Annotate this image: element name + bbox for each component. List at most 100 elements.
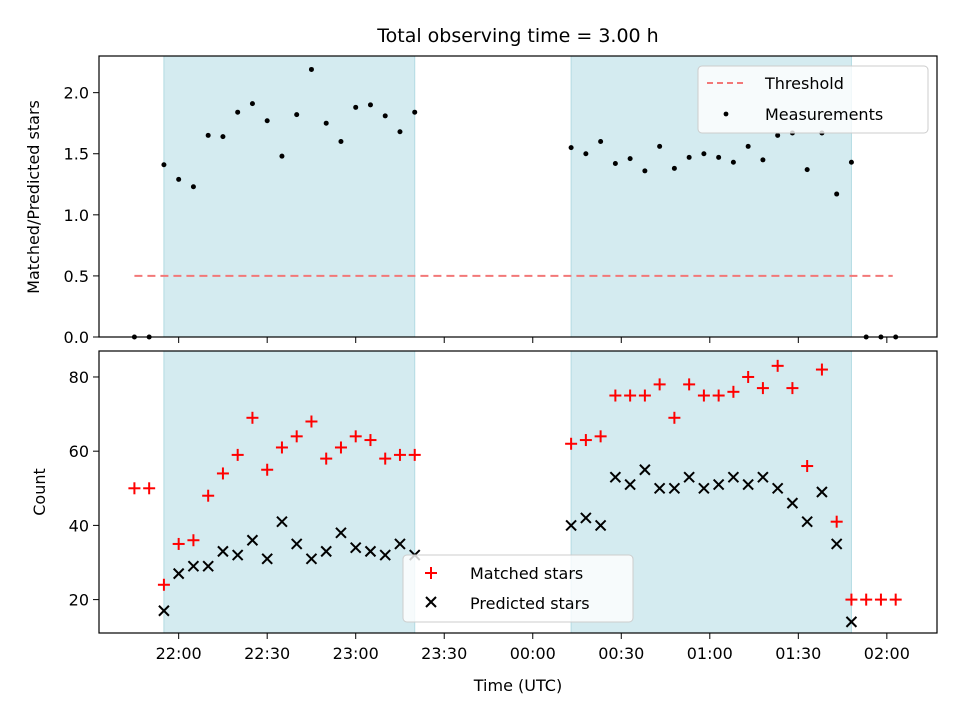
matched-stars-point — [157, 578, 170, 591]
predicted-stars-point — [712, 478, 725, 491]
top-panel: 0.00.51.01.52.0 Matched/Predicted stars … — [24, 55, 938, 347]
predicted-stars-point — [335, 527, 347, 539]
top-axes-frame — [98, 55, 938, 338]
matched-stars-point — [187, 534, 200, 547]
measurements-point — [598, 139, 604, 145]
matched-stars-point — [801, 460, 814, 473]
matched-stars-point — [393, 448, 406, 461]
measurements-point — [642, 168, 648, 174]
matched-stars-point — [202, 489, 215, 502]
measurements-point — [804, 167, 810, 173]
matched-stars-point — [290, 430, 303, 443]
matched-stars-point — [246, 411, 259, 424]
predicted-stars-point — [683, 471, 695, 483]
x-tick-label: 23:00 — [333, 644, 379, 663]
matched-stars-point — [845, 593, 858, 606]
measurements-point — [657, 143, 663, 149]
bottom-x-ticks: 22:00 22:30 23:00 23:30 00:00 00:30 01:00 01:30… — [156, 633, 910, 663]
bottom-y-ticks: 20 40 60 80 — [69, 368, 99, 610]
predicted-stars-point — [394, 538, 406, 550]
predicted-stars-point — [801, 515, 813, 528]
matched-stars-point — [565, 437, 578, 450]
predicted-stars-point — [158, 605, 170, 617]
predicted-stars-point — [727, 471, 740, 483]
predicted-stars-point — [231, 549, 244, 561]
measurements-point — [294, 112, 300, 118]
predicted-stars-point — [320, 545, 332, 558]
predicted-stars-point — [246, 534, 259, 546]
x-tick-label: 22:00 — [156, 644, 202, 663]
measurements-point — [220, 134, 226, 140]
matched-stars-point — [216, 467, 229, 480]
x-axis-label: Time (UTC) — [473, 676, 562, 695]
matched-stars-point — [334, 441, 347, 454]
matched-stars-point — [594, 430, 607, 443]
y-tick-label: 1.0 — [64, 206, 89, 225]
matched-legend-label: Matched stars — [470, 564, 583, 583]
predicted-stars-point — [305, 553, 318, 565]
matched-stars-point — [786, 382, 799, 395]
shaded-region-1 — [163, 351, 415, 633]
matched-stars-point — [408, 448, 421, 461]
matched-stars-point — [727, 385, 740, 398]
measurements-point — [834, 191, 840, 197]
predicted-stars-point — [668, 482, 681, 494]
measurements-point — [176, 176, 182, 182]
matched-stars-point — [172, 537, 185, 550]
top-x-ticks — [178, 337, 888, 343]
bottom-y-axis-label: Count — [30, 468, 49, 516]
matched-stars-point — [860, 593, 873, 606]
matched-stars-point — [231, 448, 244, 461]
bottom-shaded-regions — [163, 351, 852, 633]
y-tick-label: 0.0 — [64, 328, 89, 347]
predicted-stars-point — [217, 545, 229, 558]
measurements-point — [775, 132, 781, 138]
predicted-legend-label: Predicted stars — [470, 594, 590, 613]
bottom-plot-area — [128, 359, 902, 628]
predicted-stars-point — [580, 512, 592, 524]
matched-stars-point — [712, 389, 725, 402]
measurements-point — [264, 118, 270, 124]
matched-stars-point — [889, 593, 902, 606]
matched-stars-point — [609, 389, 622, 402]
predicted-stars-point — [609, 471, 622, 483]
predicted-stars-point — [202, 560, 214, 572]
predicted-stars-point — [364, 545, 377, 558]
x-tick-label: 02:00 — [864, 644, 910, 663]
x-tick-label: 00:00 — [510, 644, 556, 663]
predicted-stars-point — [594, 519, 607, 532]
predicted-stars-point — [350, 541, 362, 554]
top-legend: Threshold Measurements — [697, 65, 929, 134]
measurements-point — [583, 151, 589, 157]
measurements-point — [353, 104, 359, 110]
matched-legend-swatch — [425, 567, 437, 579]
top-y-ticks: 0.0 0.5 1.0 1.5 2.0 — [64, 84, 99, 347]
y-tick-label: 1.5 — [64, 145, 89, 164]
matched-stars-point — [261, 463, 274, 476]
predicted-stars-point — [565, 519, 577, 532]
matched-stars-point — [771, 359, 784, 372]
matched-stars-point — [683, 378, 696, 391]
matched-stars-point — [275, 441, 288, 454]
measurements-point — [627, 156, 633, 162]
predicted-stars-point — [290, 538, 303, 550]
top-y-axis-label: Matched/Predicted stars — [24, 100, 43, 294]
y-tick-label: 2.0 — [64, 84, 89, 103]
measurements-point — [397, 129, 403, 135]
bottom-legend-box — [402, 554, 634, 623]
predicted-stars-point — [845, 616, 858, 628]
chart-title: Total observing time = 3.00 h — [376, 25, 658, 47]
predicted-stars-point — [757, 471, 769, 483]
y-tick-label: 80 — [69, 368, 89, 387]
predicted-stars-point — [639, 464, 651, 476]
matched-stars-point — [305, 415, 318, 428]
matched-stars-point — [320, 452, 333, 465]
measurements-point — [205, 132, 211, 138]
predicted-stars-point — [830, 538, 843, 550]
matched-stars-point — [638, 389, 651, 402]
measurements-point — [745, 143, 751, 149]
x-tick-label: 22:30 — [244, 644, 290, 663]
matched-stars-point — [379, 452, 392, 465]
matched-stars-point — [756, 382, 769, 395]
